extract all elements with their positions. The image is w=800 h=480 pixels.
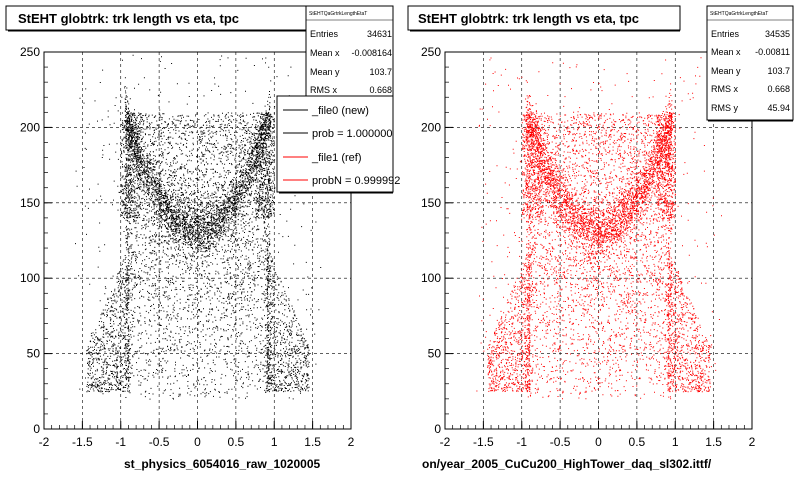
grid	[44, 52, 351, 429]
stats-rmsx-label: RMS x	[310, 85, 338, 95]
y-tick-label: 100	[421, 271, 441, 285]
scatter-points	[75, 54, 322, 400]
stats-rmsx-value: 0.668	[767, 84, 790, 94]
stats-meanx-label: Mean x	[310, 48, 340, 58]
x-tick-label: 0.5	[228, 435, 245, 449]
y-tick-label: 200	[20, 120, 40, 134]
x-axis-label: on/year_2005_CuCu200_HighTower_daq_sl302…	[422, 457, 712, 471]
chart-title: StEHT globtrk: trk length vs eta, tpc	[418, 11, 639, 26]
stats-rmsy-value: 45.94	[767, 103, 790, 113]
stats-rmsx-value: 0.668	[369, 85, 392, 95]
y-tick-label: 250	[20, 45, 40, 59]
x-tick-label: -0.5	[550, 435, 571, 449]
y-tick-label: 150	[421, 196, 441, 210]
y-tick-label: 0	[33, 422, 40, 436]
y-tick-label: 100	[20, 271, 40, 285]
stats-meany-label: Mean y	[711, 66, 741, 76]
y-tick-label: 0	[434, 422, 441, 436]
stats-header: StEHTQaGrtrkLengthEtaT	[710, 11, 768, 17]
stats-meanx-value: -0.00811	[755, 47, 790, 57]
chart-title: StEHT globtrk: trk length vs eta, tpc	[18, 11, 239, 26]
title-box	[407, 5, 681, 31]
x-tick-label: -2	[440, 435, 451, 449]
stats-meany-value: 103.7	[767, 66, 790, 76]
scatter-point-cloud	[75, 54, 322, 400]
y-tick-label: 50	[428, 347, 442, 361]
x-tick-label: 1.5	[304, 435, 321, 449]
plot-border	[43, 51, 352, 430]
x-tick-label: 0.5	[629, 435, 646, 449]
stats-rmsx-label: RMS x	[711, 84, 739, 94]
y-tick-label: 50	[27, 347, 41, 361]
legend-label-ref: _file1 (ref)	[311, 152, 362, 164]
legend-label-new: _file0 (new)	[311, 105, 369, 117]
scatter-point-cloud	[476, 57, 722, 400]
x-tick-label: 0	[194, 435, 201, 449]
stats-meany-label: Mean y	[310, 67, 340, 77]
stats-box	[706, 5, 794, 121]
x-tick-label: 2	[749, 435, 756, 449]
x-tick-label: 2	[348, 435, 355, 449]
x-tick-label: 0	[595, 435, 602, 449]
x-tick-label: -1	[115, 435, 126, 449]
y-tick-label: 200	[421, 120, 441, 134]
legend-label-probn: probN = 0.999992	[312, 175, 400, 187]
legend-label-prob: prob = 1.000000	[312, 128, 392, 140]
x-axis-label: st_physics_6054016_raw_1020005	[124, 457, 320, 471]
plot-border	[444, 51, 753, 430]
stats-entries-value: 34631	[367, 29, 392, 39]
x-tick-label: -1.5	[72, 435, 93, 449]
stats-box	[305, 5, 394, 101]
stats-header: StEHTQaGrtrkLengthEtaT	[309, 11, 367, 17]
axis-ticks: -2 -1.5 -1 -0.5 0 0.5 1 1.5 2 0 50 100 150 200 250	[421, 45, 756, 449]
right-panel: -2 -1.5 -1 -0.5 0 0.5 1 1.5 2 0 50 100 150 200 250 StE…	[407, 5, 794, 471]
y-tick-label: 250	[421, 45, 441, 59]
x-tick-label: -0.5	[149, 435, 170, 449]
scatter-points	[476, 57, 722, 400]
stats-meanx-value: -0.008164	[351, 48, 392, 58]
stats-entries-value: 34535	[765, 29, 790, 39]
x-tick-label: 1	[271, 435, 278, 449]
x-tick-label: -1	[516, 435, 527, 449]
x-tick-label: 1.5	[705, 435, 722, 449]
x-tick-label: -1.5	[473, 435, 494, 449]
left-panel: -2 -1.5 -1 -0.5 0 0.5 1 1.5 2 0 50 100 150 200 250 StE…	[5, 5, 400, 471]
stats-rmsy-label: RMS y	[711, 103, 739, 113]
legend-box	[276, 95, 394, 193]
stats-entries-label: Entries	[310, 29, 339, 39]
y-tick-label: 150	[20, 196, 40, 210]
title-box	[5, 5, 307, 31]
stats-entries-label: Entries	[711, 29, 740, 39]
stats-meanx-label: Mean x	[711, 47, 741, 57]
x-tick-label: 1	[672, 435, 679, 449]
grid	[445, 52, 752, 429]
x-tick-label: -2	[39, 435, 50, 449]
stats-meany-value: 103.7	[369, 67, 392, 77]
